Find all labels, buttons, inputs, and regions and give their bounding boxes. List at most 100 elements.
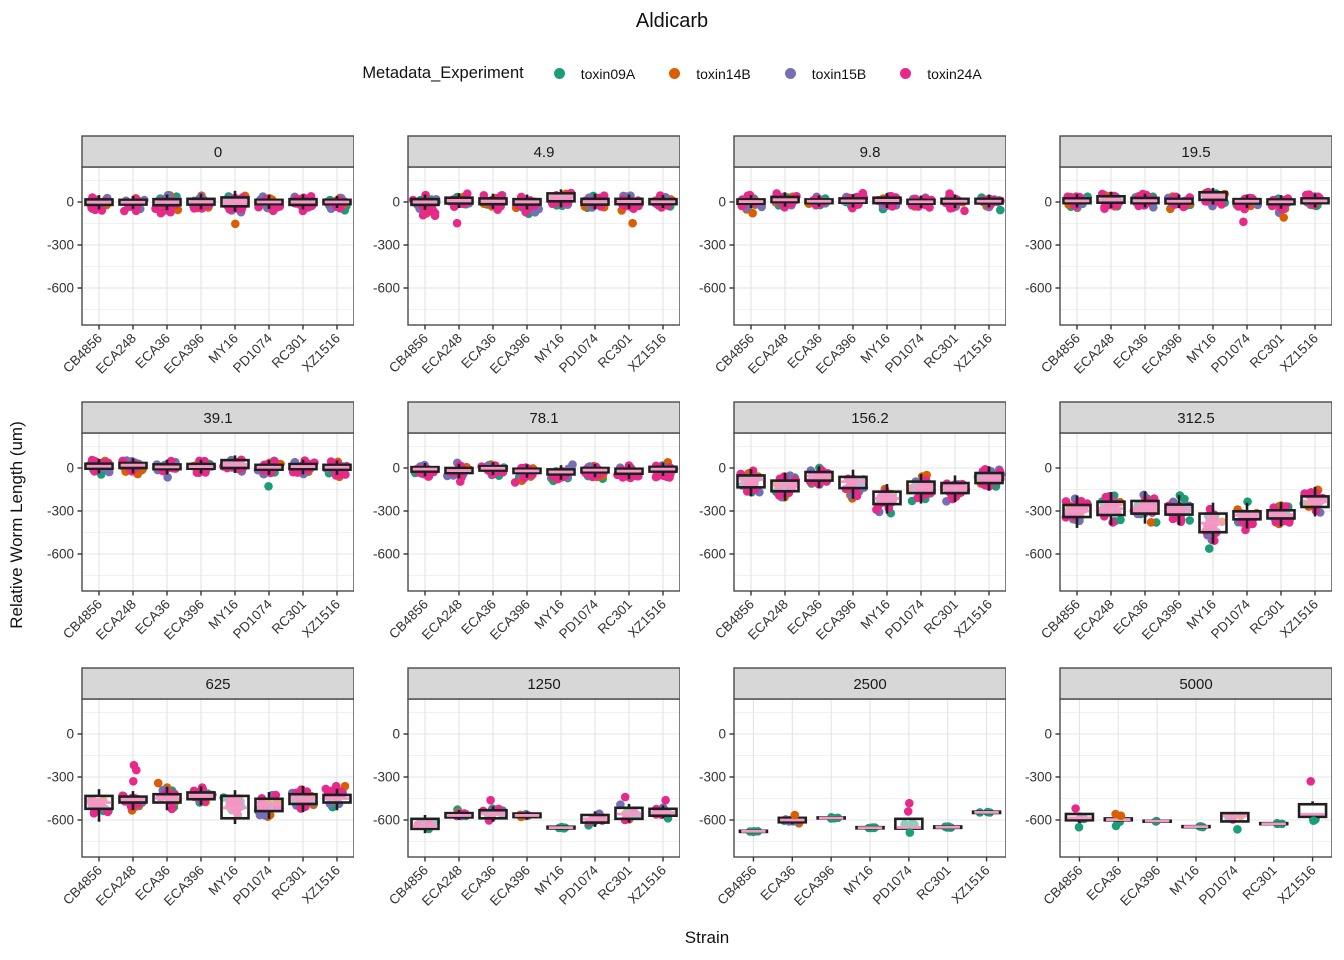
facet-strip-label: 9.8: [860, 144, 881, 161]
y-tick-label: -600: [1025, 813, 1052, 828]
x-tick-label: XZ1516: [1277, 331, 1321, 375]
y-tick-label: 0: [66, 461, 74, 476]
facet-strip: [81, 135, 354, 168]
facet-strip: [1059, 667, 1332, 700]
jitter-point-toxin09A: [1243, 497, 1252, 506]
jitter-point-toxin24A: [1100, 202, 1109, 212]
x-tick-label: XZ1516: [625, 863, 669, 907]
y-tick-label: 0: [1044, 195, 1052, 210]
outlier-point-toxin24A: [1306, 777, 1315, 786]
y-tick-label: -300: [699, 238, 726, 253]
facet-panel-9.8: 9.80-300-600CB4856ECA248ECA36ECA396MY16P…: [699, 135, 1006, 377]
facet-strip-label: 39.1: [203, 410, 232, 427]
y-tick-label: -600: [373, 281, 400, 296]
outlier-point-toxin14B: [231, 219, 240, 229]
x-tick-label: CB4856: [1040, 863, 1085, 908]
jitter-point-toxin24A: [960, 206, 969, 216]
facet-strip-label: 4.9: [534, 144, 555, 161]
facet-strip-label: 0: [214, 144, 222, 161]
y-tick-label: 0: [1044, 727, 1052, 742]
facet-strip-label: 78.1: [529, 410, 558, 427]
jitter-point-toxin14B: [1146, 518, 1156, 527]
jitter-point-toxin24A: [1304, 190, 1314, 199]
outlier-point-toxin24A: [486, 795, 495, 805]
outlier-point-toxin24A: [620, 792, 630, 802]
facet-strip: [733, 401, 1006, 434]
jitter-point-toxin09A: [996, 205, 1005, 215]
plot-title: Aldicarb: [635, 10, 709, 32]
outlier-point-toxin09A: [1074, 822, 1084, 832]
panel-background: [408, 433, 680, 591]
facet-strip-label: 2500: [853, 676, 886, 693]
jitter-point-toxin15B: [568, 460, 577, 469]
jitter-point-toxin24A: [1061, 497, 1071, 506]
jitter-point-toxin24A: [456, 477, 465, 486]
jitter-point-toxin09A: [1116, 515, 1125, 525]
x-tick-label: PD1074: [1196, 862, 1241, 907]
jitter-point-toxin24A: [419, 209, 429, 219]
outlier-point-toxin14B: [748, 208, 757, 218]
facet-strip: [1059, 135, 1332, 168]
jitter-point-toxin24A: [192, 468, 202, 477]
y-tick-label: -300: [699, 770, 726, 785]
y-tick-label: -300: [47, 770, 74, 785]
legend-item-toxin14B: toxin14B: [669, 66, 751, 82]
x-tick-label: XZ1516: [299, 597, 343, 641]
jitter-point-toxin24A: [618, 473, 628, 482]
jitter-point-toxin24A: [774, 491, 784, 500]
legend: Metadata_Experiment toxin09A toxin14B toxi…: [0, 64, 1344, 83]
y-tick-label: 0: [66, 195, 74, 210]
y-tick-label: -300: [373, 238, 400, 253]
legend-item-label: toxin24A: [927, 65, 982, 82]
x-tick-label: XZ1516: [299, 863, 343, 907]
y-axis-title: Relative Worm Length (um): [7, 421, 26, 629]
legend-item-label: toxin15B: [811, 65, 867, 82]
facet-strip: [81, 401, 354, 434]
x-tick-label: MY16: [1167, 863, 1203, 899]
jitter-point-toxin15B: [261, 811, 270, 820]
facet-panel-0: 00-300-600CB4856ECA248ECA36ECA396MY16PD1…: [47, 135, 354, 377]
outlier-point-toxin09A: [1205, 544, 1214, 553]
jitter-point-toxin09A: [1180, 494, 1189, 504]
jitter-point-toxin24A: [772, 189, 781, 198]
legend-item-label: toxin09A: [580, 65, 636, 82]
y-tick-label: -600: [47, 813, 74, 828]
facet-strip-label: 1250: [527, 676, 560, 693]
y-tick-label: -600: [373, 813, 400, 828]
facet-panel-19.5: 19.50-300-600CB4856ECA248ECA36ECA396MY16…: [1025, 135, 1332, 377]
facet-strip-label: 312.5: [1177, 410, 1215, 427]
outlier-point-toxin09A: [1233, 825, 1242, 834]
jitter-point-toxin24A: [945, 189, 954, 198]
y-tick-label: -600: [699, 281, 726, 296]
jitter-point-toxin24A: [328, 786, 338, 795]
outlier-point-toxin14B: [1279, 213, 1288, 222]
y-tick-label: -600: [373, 547, 400, 562]
panel-background: [408, 699, 680, 857]
facet-strip: [1059, 401, 1332, 434]
facet-panel-78.1: 78.10-300-600CB4856ECA248ECA36ECA396MY16…: [373, 401, 680, 643]
y-tick-label: -600: [47, 281, 74, 296]
box-CB4856: [410, 817, 440, 831]
jitter-point-toxin15B: [163, 473, 172, 482]
facet-panel-156.2: 156.20-300-600CB4856ECA248ECA36ECA396MY1…: [699, 401, 1006, 643]
x-tick-label: XZ1516: [625, 331, 669, 375]
outlier-point-toxin09A: [905, 828, 915, 837]
facet-strip: [407, 401, 680, 434]
jitter-point-toxin24A: [510, 478, 520, 487]
jitter-point-toxin24A: [1179, 202, 1188, 212]
jitter-point-toxin24A: [493, 205, 502, 214]
jitter-point-toxin24A: [872, 505, 881, 514]
jitter-point-toxin09A: [1185, 516, 1194, 525]
y-tick-label: -600: [699, 547, 726, 562]
outlier-point-toxin24A: [905, 798, 914, 808]
facet-panel-625: 6250-300-600CB4856ECA248ECA36ECA396MY16P…: [47, 667, 354, 909]
facet-strip-label: 5000: [1179, 676, 1212, 693]
outlier-point-toxin09A: [1111, 821, 1121, 831]
facet-strip: [733, 135, 1006, 168]
jitter-point-toxin24A: [430, 211, 440, 220]
outlier-point-toxin14B: [790, 810, 800, 820]
jitter-point-toxin24A: [293, 468, 302, 477]
